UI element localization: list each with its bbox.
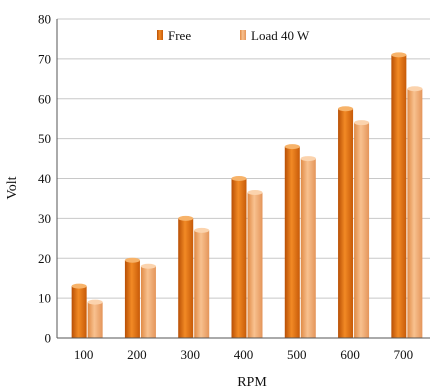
x-tick-label: 300 bbox=[180, 347, 200, 362]
bar-cap bbox=[407, 86, 422, 91]
y-tick-label: 80 bbox=[38, 12, 51, 27]
legend-swatch-free bbox=[157, 30, 163, 40]
y-tick-label: 70 bbox=[38, 51, 51, 66]
x-tick-label: 400 bbox=[234, 347, 254, 362]
bar-cap bbox=[178, 216, 193, 221]
bar-cap bbox=[125, 258, 140, 263]
bar-load-40w-400 bbox=[248, 192, 263, 338]
x-tick-label: 700 bbox=[394, 347, 414, 362]
y-tick-label: 50 bbox=[38, 131, 51, 146]
bar-cap bbox=[72, 284, 87, 289]
bar-free-700 bbox=[391, 55, 406, 338]
bar-load-40w-500 bbox=[301, 159, 316, 338]
y-tick-label: 10 bbox=[38, 291, 51, 306]
x-tick-label: 200 bbox=[127, 347, 147, 362]
bar-load-40w-200 bbox=[141, 266, 156, 338]
bars bbox=[72, 52, 423, 338]
legend: Free Load 40 W bbox=[157, 28, 310, 43]
bar-load-40w-700 bbox=[407, 89, 422, 338]
bar-cap bbox=[301, 156, 316, 161]
bar-cap bbox=[248, 190, 263, 195]
legend-label-load-40w: Load 40 W bbox=[251, 28, 310, 43]
bar-load-40w-600 bbox=[354, 123, 369, 338]
bar-free-300 bbox=[178, 218, 193, 338]
x-tick-label: 100 bbox=[74, 347, 94, 362]
legend-swatch-load-40w bbox=[240, 30, 246, 40]
bar-free-100 bbox=[72, 286, 87, 338]
bar-cap bbox=[141, 264, 156, 269]
y-tick-label: 60 bbox=[38, 91, 51, 106]
bar-cap bbox=[232, 176, 247, 181]
legend-label-free: Free bbox=[168, 28, 191, 43]
y-tick-label: 40 bbox=[38, 171, 51, 186]
bar-load-40w-100 bbox=[88, 302, 103, 338]
x-axis-title: RPM bbox=[237, 375, 267, 390]
bar-cap bbox=[338, 106, 353, 111]
x-tick-label: 600 bbox=[340, 347, 360, 362]
bar-cap bbox=[285, 144, 300, 149]
bar-free-600 bbox=[338, 109, 353, 338]
y-axis-title: Volt bbox=[5, 176, 20, 199]
bar-cap bbox=[194, 228, 209, 233]
x-tick-label: 500 bbox=[287, 347, 307, 362]
bar-free-400 bbox=[232, 179, 247, 339]
bar-cap bbox=[354, 120, 369, 125]
y-tick-label: 0 bbox=[45, 331, 52, 346]
bar-cap bbox=[88, 300, 103, 305]
bar-load-40w-300 bbox=[194, 230, 209, 338]
bar-free-200 bbox=[125, 260, 140, 338]
y-tick-label: 20 bbox=[38, 251, 51, 266]
bar-free-500 bbox=[285, 147, 300, 338]
bar-cap bbox=[391, 52, 406, 57]
y-tick-label: 30 bbox=[38, 211, 51, 226]
